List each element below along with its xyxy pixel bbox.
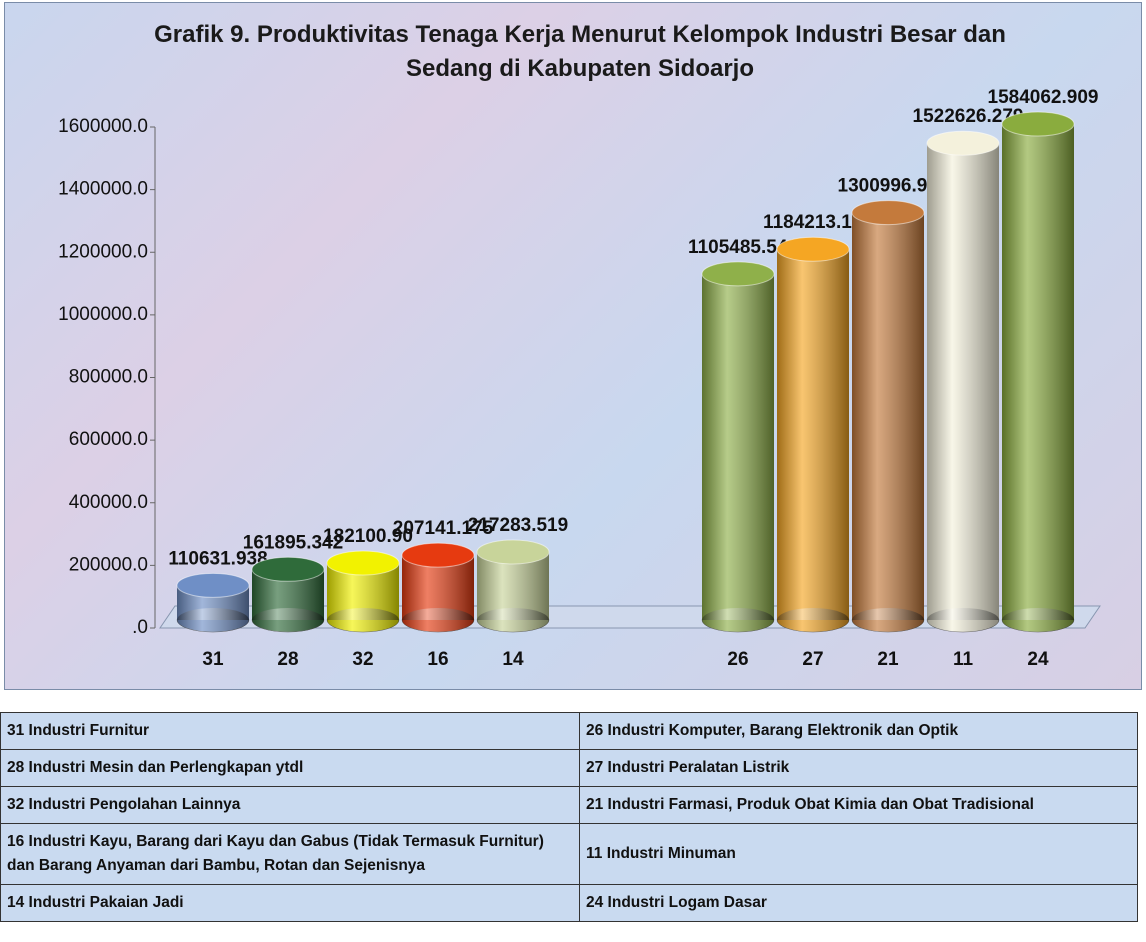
- y-tick-label: 800000.0: [69, 367, 148, 388]
- legend-cell: 21 Industri Farmasi, Produk Obat Kimia d…: [579, 786, 1138, 824]
- bar-shade: [702, 273, 774, 620]
- data-label: 161895.342: [243, 532, 343, 553]
- bar-base-shade: [927, 608, 999, 632]
- chart-title: Grafik 9. Produktivitas Tenaga Kerja Men…: [154, 21, 1006, 82]
- data-label: 1300996.952: [838, 176, 949, 197]
- data-label: 207141.175: [393, 518, 494, 539]
- legend-cell: 16 Industri Kayu, Barang dari Kayu dan G…: [0, 823, 580, 885]
- legend-table: 31 Industri Furnitur 26 Industri Komputer…: [0, 712, 1138, 922]
- x-tick-label: 14: [502, 649, 524, 670]
- bar-base-shade: [327, 608, 399, 632]
- legend-cell: 28 Industri Mesin dan Perlengkapan ytdl: [0, 749, 580, 787]
- data-label: 1105485.546: [688, 237, 798, 258]
- legend-row: 32 Industri Pengolahan Lainnya 21 Industr…: [0, 786, 1138, 824]
- data-label: 182100.90: [323, 526, 413, 547]
- y-tick-label: 1000000.0: [58, 304, 148, 325]
- data-label: 1522626.279: [913, 106, 1024, 127]
- bar-top: [851, 200, 925, 226]
- legend-row: 31 Industri Furnitur 26 Industri Komputer…: [0, 712, 1138, 750]
- legend-cell: 26 Industri Komputer, Barang Elektronik …: [579, 712, 1138, 750]
- bar-shade: [1002, 123, 1074, 621]
- legend-row: 28 Industri Mesin dan Perlengkapan ytdl 2…: [0, 749, 1138, 787]
- legend-cell: 32 Industri Pengolahan Lainnya: [0, 786, 580, 824]
- bar-top: [1001, 111, 1075, 137]
- bar-base-shade: [477, 608, 549, 632]
- bar-top: [176, 572, 250, 598]
- bar-base-shade: [402, 608, 474, 632]
- x-tick-label: 11: [953, 649, 974, 670]
- legend-cell: 24 Industri Logam Dasar: [579, 884, 1138, 922]
- y-tick-label: 200000.0: [69, 554, 148, 575]
- y-tick-label: 1400000.0: [58, 179, 148, 200]
- bar-top: [401, 542, 475, 568]
- x-tick-label: 26: [727, 649, 748, 670]
- bar-base-shade: [702, 608, 774, 632]
- bar-base-shade: [252, 608, 324, 632]
- legend-row: 16 Industri Kayu, Barang dari Kayu dan G…: [0, 823, 1138, 885]
- x-tick-label: 21: [877, 649, 899, 670]
- legend-cell: 14 Industri Pakaian Jadi: [0, 884, 580, 922]
- bar-top: [326, 550, 400, 576]
- bar-base-shade: [1002, 608, 1074, 632]
- data-label: 1184213.123: [763, 212, 873, 233]
- bar-shade: [927, 143, 999, 620]
- x-tick-label: 28: [277, 649, 298, 670]
- bar-top: [926, 130, 1000, 156]
- chart: .0 200000.0 400000.0 600000.0 800000.0 100000…: [58, 87, 1101, 670]
- legend-cell: 27 Industri Peralatan Listrik: [579, 749, 1138, 787]
- y-tick-label: 1600000.0: [58, 116, 148, 137]
- bar-top: [776, 236, 850, 262]
- bar-shade: [777, 249, 849, 620]
- x-tick-label: 31: [202, 649, 224, 670]
- y-tick-label: 1200000.0: [58, 241, 148, 262]
- data-label: 217283.519: [468, 515, 568, 536]
- bar-shade: [852, 212, 924, 620]
- y-tick-label: 400000.0: [69, 492, 148, 513]
- x-tick-label: 16: [427, 649, 448, 670]
- bar-top: [476, 539, 550, 565]
- x-tick-label: 24: [1027, 649, 1049, 670]
- bar-base-shade: [852, 608, 924, 632]
- x-tick-label: 32: [352, 649, 373, 670]
- bar-top: [251, 556, 325, 582]
- legend-cell: 11 Industri Minuman: [579, 823, 1138, 885]
- x-tick-label: 27: [802, 649, 823, 670]
- bar-base-shade: [177, 608, 249, 632]
- y-tick-label: 600000.0: [69, 429, 148, 450]
- bar-top: [701, 261, 775, 287]
- data-label: 110631.938: [168, 548, 267, 569]
- data-label: 1584062.909: [988, 87, 1099, 108]
- legend-row: 14 Industri Pakaian Jadi 24 Industri Loga…: [0, 884, 1138, 922]
- y-tick-label: .0: [132, 617, 148, 638]
- legend-cell: 31 Industri Furnitur: [0, 712, 580, 750]
- bar-base-shade: [777, 608, 849, 632]
